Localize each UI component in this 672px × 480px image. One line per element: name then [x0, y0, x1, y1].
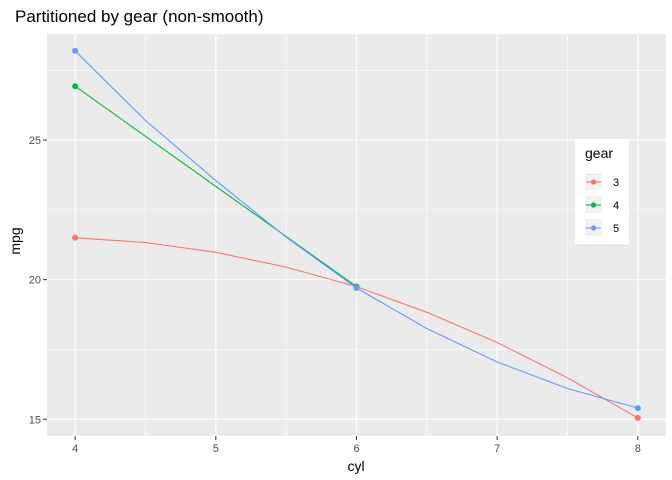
- major-gridlines: [47, 34, 666, 436]
- x-axis: 4 5 6 7 8: [72, 436, 641, 455]
- data-point-gear-3: [72, 234, 79, 241]
- x-tick-label: 4: [72, 443, 78, 455]
- x-axis-title: cyl: [347, 458, 364, 474]
- legend-key-point: [590, 225, 597, 231]
- legend-label-gear-3: 3: [613, 177, 619, 189]
- legend-key-point: [590, 202, 597, 208]
- x-tick-label: 5: [213, 443, 219, 455]
- x-tick-label: 8: [635, 443, 641, 455]
- x-tick-label: 7: [494, 443, 500, 455]
- chart-title: Partitioned by gear (non-smooth): [15, 7, 264, 26]
- y-tick-label: 25: [29, 135, 41, 147]
- data-point-gear-3: [634, 414, 641, 421]
- x-tick-label: 6: [353, 443, 359, 455]
- data-point-gear-5: [72, 47, 79, 54]
- y-tick-label: 15: [29, 414, 41, 426]
- legend-label-gear-5: 5: [613, 223, 619, 235]
- series-line-gear-4: [74, 85, 357, 288]
- legend-title: gear: [585, 145, 613, 161]
- legend-label-gear-4: 4: [613, 200, 619, 212]
- legend-key-point: [590, 179, 597, 185]
- data-point-gear-5: [634, 405, 641, 412]
- y-axis: 15 20 25: [29, 135, 47, 426]
- series-points: [72, 47, 641, 421]
- y-axis-title: mpg: [7, 227, 23, 254]
- data-point-gear-4: [72, 83, 79, 90]
- y-tick-label: 20: [29, 275, 41, 287]
- data-point-gear-5: [353, 285, 360, 292]
- legend: gear 3 4 5: [575, 139, 629, 244]
